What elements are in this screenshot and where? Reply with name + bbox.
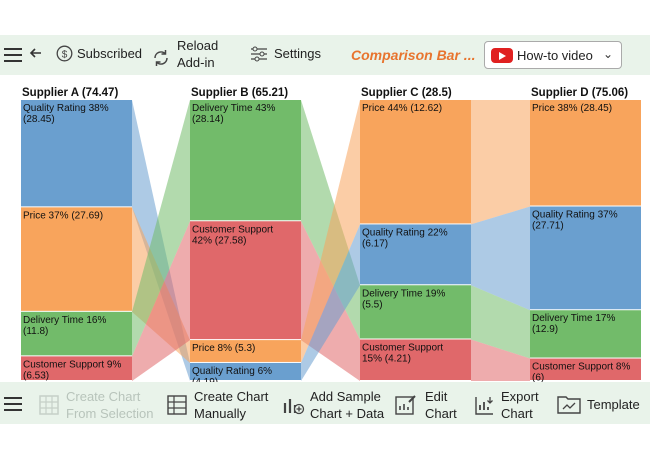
flow-price-3-4 bbox=[471, 100, 530, 225]
bar-segment-price-2[interactable] bbox=[190, 340, 301, 362]
segment-label-delivery-time-2: Delivery Time 43% (28.14) bbox=[192, 103, 275, 125]
add-sample-chart-button[interactable]: Add Sample Chart + Data bbox=[281, 388, 384, 422]
create-chart-manually-button[interactable]: Create Chart Manually bbox=[166, 388, 268, 422]
bar-segment-customer-support-2[interactable] bbox=[190, 221, 301, 340]
bar-segment-delivery-time-1[interactable] bbox=[21, 311, 132, 356]
segment-label-delivery-time-3: Delivery Time 19% (5.5) bbox=[362, 288, 445, 310]
create-selection-label-2: From Selection bbox=[66, 406, 154, 421]
subscribed-label: Subscribed bbox=[77, 46, 143, 61]
bar-title-4: Supplier D (75.06) bbox=[531, 87, 628, 99]
segment-label-customer-support-1: Customer Support 9% (6.53) bbox=[23, 359, 121, 381]
dollar-circle-icon: $ bbox=[56, 45, 73, 62]
table-icon bbox=[167, 395, 187, 415]
flow-price-2-3 bbox=[301, 100, 360, 363]
bar-segment-quality-rating-3[interactable] bbox=[360, 224, 471, 285]
bar-segment-customer-support-4[interactable] bbox=[530, 358, 641, 380]
back-arrow-icon bbox=[29, 48, 41, 58]
create-chart-from-selection-button[interactable]: Create Chart From Selection bbox=[38, 388, 153, 422]
export-label-2: Chart bbox=[501, 406, 533, 421]
bar-segment-quality-rating-1[interactable] bbox=[21, 100, 132, 207]
flow-delivery-time-3-4 bbox=[471, 285, 530, 359]
reload-label: Reload bbox=[177, 38, 219, 53]
bar-segment-delivery-time-4[interactable] bbox=[530, 310, 641, 358]
back-button[interactable] bbox=[29, 46, 43, 60]
youtube-icon bbox=[491, 48, 513, 63]
segment-label-price-3: Price 44% (12.62) bbox=[362, 103, 442, 114]
comparison-bar-chart: Supplier A (74.47) Quality Rating 38% (28.… bbox=[21, 87, 641, 382]
segment-label-customer-support-4: Customer Support 8% (6) bbox=[532, 362, 630, 382]
bar-title-3: Supplier C (28.5) bbox=[361, 87, 452, 99]
chart-plus-icon bbox=[283, 399, 305, 415]
add-sample-label-1: Add Sample bbox=[310, 389, 381, 404]
reload-addin-button[interactable]: Reload Add-in bbox=[151, 37, 218, 71]
template-button[interactable]: Template bbox=[556, 393, 640, 415]
bar-segment-customer-support-1[interactable] bbox=[21, 356, 132, 380]
segment-label-quality-rating-3: Quality Rating 22% (6.17) bbox=[362, 227, 448, 249]
template-label: Template bbox=[587, 396, 640, 412]
bar-segment-price-1[interactable] bbox=[21, 207, 132, 311]
bar-segment-quality-rating-2[interactable] bbox=[190, 362, 301, 380]
create-manual-label-2: Manually bbox=[194, 406, 247, 421]
edit-chart-icon bbox=[395, 395, 416, 415]
labels: Supplier A (74.47) Quality Rating 38% (28.… bbox=[22, 87, 630, 382]
segment-label-delivery-time-1: Delivery Time 16% (11.8) bbox=[23, 315, 106, 337]
flow-customer-support-1-2 bbox=[132, 221, 190, 381]
reload-icon bbox=[154, 50, 168, 66]
segment-label-price-1: Price 37% (27.69) bbox=[23, 210, 103, 221]
bar-title-2: Supplier B (65.21) bbox=[191, 87, 288, 99]
create-manual-label-1: Create Chart bbox=[194, 389, 269, 404]
bottom-menu-icon[interactable] bbox=[4, 397, 22, 411]
subscribed-button[interactable]: $ Subscribed bbox=[56, 45, 142, 62]
settings-button[interactable]: Settings bbox=[250, 45, 321, 62]
flow-bands bbox=[132, 100, 530, 381]
template-folder-icon bbox=[557, 396, 581, 414]
bars bbox=[21, 100, 641, 380]
edit-label-2: Chart bbox=[425, 406, 457, 421]
export-chart-button[interactable]: Export Chart bbox=[473, 388, 539, 422]
addin-label: Add-in bbox=[177, 55, 215, 70]
export-label-1: Export bbox=[501, 389, 539, 404]
segment-label-customer-support-2: Customer Support 42% (27.58) bbox=[192, 224, 273, 246]
svg-text:$: $ bbox=[62, 49, 68, 60]
chevron-down-icon: ⌄ bbox=[602, 47, 613, 61]
grid-icon bbox=[39, 395, 59, 415]
segment-label-price-2: Price 8% (5.3) bbox=[192, 343, 255, 354]
bar-segment-quality-rating-4[interactable] bbox=[530, 206, 641, 310]
segment-label-quality-rating-2: Quality Rating 6%(4.19) bbox=[192, 366, 272, 382]
bar-segment-price-4[interactable] bbox=[530, 100, 641, 206]
flow-quality-rating-3-4 bbox=[471, 206, 530, 311]
bar-title-1: Supplier A (74.47) bbox=[22, 87, 118, 99]
flow-customer-support-3-4 bbox=[471, 339, 530, 381]
bar-segment-delivery-time-3[interactable] bbox=[360, 285, 471, 339]
settings-label: Settings bbox=[274, 46, 321, 61]
edit-chart-button[interactable]: Edit Chart bbox=[394, 388, 457, 422]
menu-icon[interactable] bbox=[4, 48, 22, 62]
bar-segment-price-3[interactable] bbox=[360, 100, 471, 224]
add-sample-label-2: Chart + Data bbox=[310, 406, 385, 421]
how-to-video-label: How-to video bbox=[517, 48, 593, 63]
flow-delivery-time-1-2 bbox=[132, 100, 190, 357]
segment-label-customer-support-3: Customer Support 15% (4.21) bbox=[362, 342, 443, 364]
segment-label-quality-rating-1: Quality Rating 38% (28.45) bbox=[23, 103, 109, 125]
flow-quality-rating-2-3 bbox=[301, 224, 360, 381]
bottom-toolbar bbox=[0, 382, 650, 424]
sliders-icon bbox=[251, 46, 267, 61]
how-to-video-dropdown[interactable]: How-to video ⌄ bbox=[484, 41, 622, 69]
segment-label-delivery-time-4: Delivery Time 17% (12.9) bbox=[532, 313, 615, 335]
ribbon-title: Comparison Bar ... bbox=[351, 47, 476, 63]
segment-label-price-4: Price 38% (28.45) bbox=[532, 103, 612, 114]
segment-label-quality-rating-4: Quality Rating 37% (27.71) bbox=[532, 210, 618, 232]
create-selection-label-1: Create Chart bbox=[66, 389, 141, 404]
export-chart-icon bbox=[475, 397, 493, 415]
bar-segment-customer-support-3[interactable] bbox=[360, 339, 471, 380]
bar-segment-delivery-time-2[interactable] bbox=[190, 100, 301, 221]
edit-label-1: Edit bbox=[425, 389, 448, 404]
